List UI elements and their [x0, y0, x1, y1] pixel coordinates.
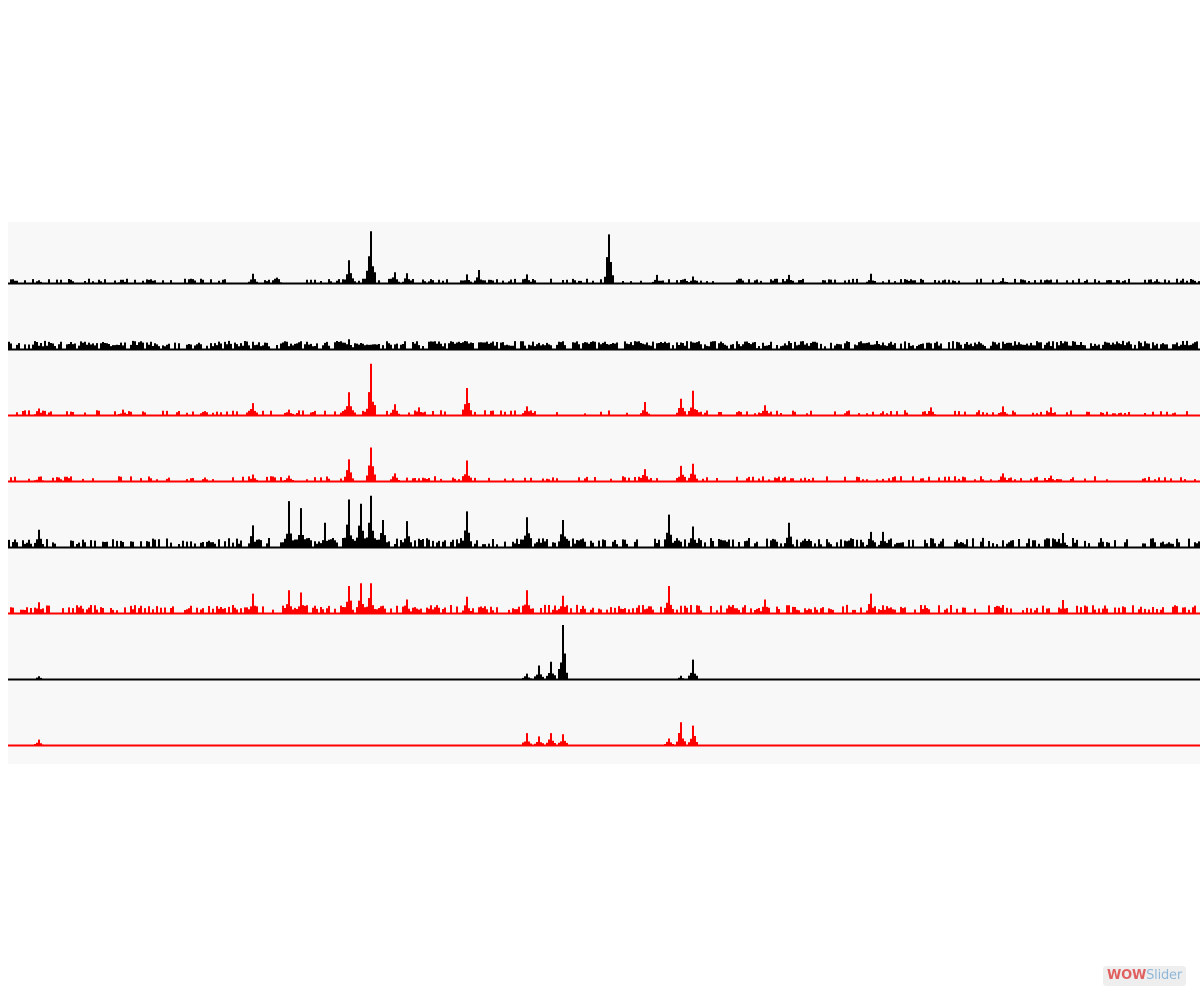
track-2 — [8, 339, 1200, 351]
track-7 — [8, 625, 1200, 681]
track-8-signal — [8, 722, 1200, 745]
track-panel — [8, 222, 1200, 764]
track-7-signal — [8, 625, 1200, 679]
track-6 — [8, 583, 1200, 615]
track-3 — [8, 363, 1200, 417]
track-1 — [8, 231, 1200, 285]
track-5-signal — [8, 495, 1200, 547]
wowslider-watermark[interactable]: WOW Slider — [1102, 966, 1186, 986]
track-4-signal — [8, 447, 1200, 481]
track-1-signal — [8, 231, 1200, 283]
track-4 — [8, 447, 1200, 483]
track-3-signal — [8, 363, 1200, 415]
watermark-text-slider: Slider — [1146, 968, 1182, 983]
signal-tracks — [8, 231, 1200, 747]
track-5 — [8, 495, 1200, 549]
track-2-signal — [8, 339, 1200, 349]
track-6-signal — [8, 583, 1200, 613]
watermark-text-wow: WOW — [1106, 968, 1147, 983]
track-8 — [8, 722, 1200, 747]
